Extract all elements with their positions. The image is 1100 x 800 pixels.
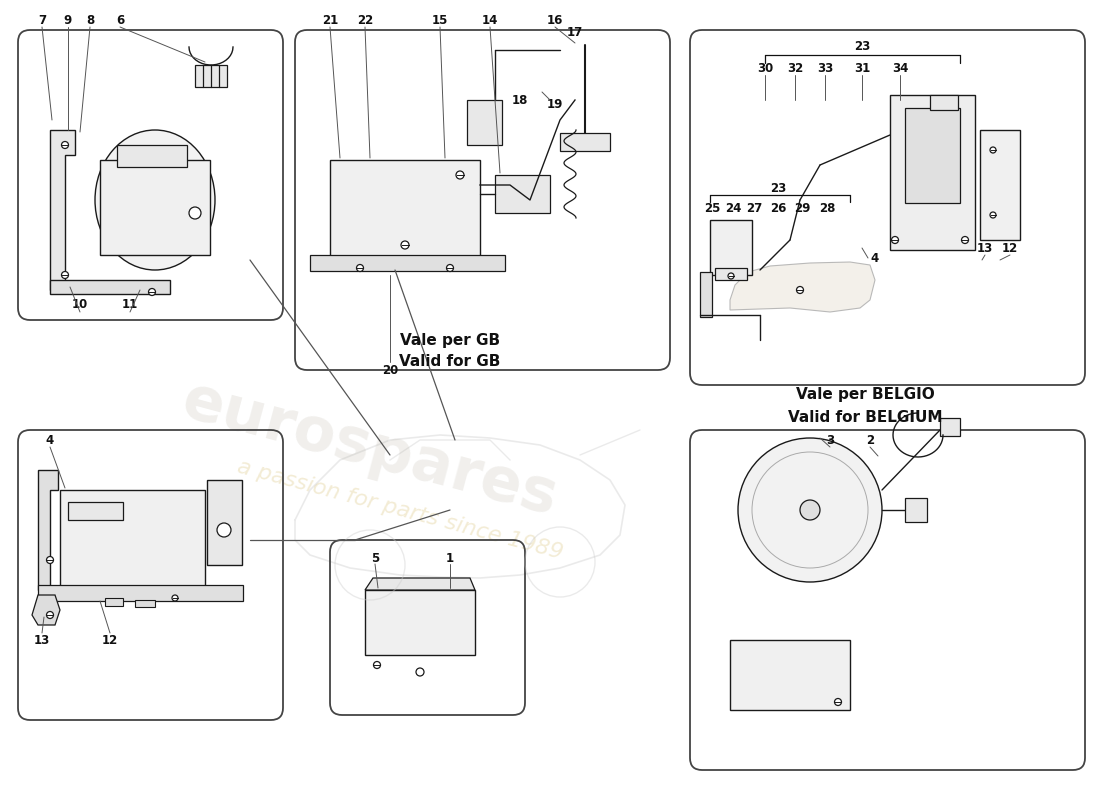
Text: 6: 6 (116, 14, 124, 26)
Bar (730, 640, 850, 710)
Text: 16: 16 (547, 14, 563, 26)
Text: 11: 11 (122, 298, 139, 311)
Text: 2: 2 (866, 434, 874, 446)
Text: 9: 9 (64, 14, 73, 26)
Text: 33: 33 (817, 62, 833, 74)
Circle shape (447, 265, 453, 271)
Circle shape (217, 523, 231, 537)
Circle shape (990, 212, 996, 218)
Bar (715, 268, 747, 280)
Circle shape (189, 207, 201, 219)
Text: 29: 29 (794, 202, 811, 214)
Circle shape (835, 698, 842, 706)
Bar (310, 255, 505, 271)
Bar (39, 585, 243, 601)
Text: 21: 21 (322, 14, 338, 26)
Circle shape (62, 271, 68, 278)
Text: 23: 23 (854, 41, 870, 54)
Circle shape (738, 438, 882, 582)
Text: 34: 34 (892, 62, 909, 74)
Text: 24: 24 (725, 202, 741, 214)
Circle shape (402, 241, 409, 249)
Text: 20: 20 (382, 363, 398, 377)
Bar (60, 490, 205, 590)
Circle shape (148, 289, 155, 295)
Bar (117, 145, 187, 167)
Text: 1: 1 (446, 551, 454, 565)
Circle shape (62, 142, 68, 149)
Circle shape (990, 147, 996, 153)
Bar (930, 95, 958, 110)
Text: eurospares: eurospares (176, 371, 564, 529)
Text: 23: 23 (770, 182, 786, 194)
Text: Vale per BELGIO: Vale per BELGIO (795, 387, 934, 402)
Text: 14: 14 (482, 14, 498, 26)
Text: 7: 7 (37, 14, 46, 26)
Bar (890, 95, 975, 250)
Circle shape (456, 171, 464, 179)
Bar (700, 272, 712, 317)
Text: 32: 32 (786, 62, 803, 74)
Polygon shape (365, 578, 475, 590)
Bar (195, 65, 227, 87)
Bar (330, 160, 480, 260)
Text: a passion for parts since 1989: a passion for parts since 1989 (235, 457, 565, 563)
Polygon shape (50, 130, 75, 290)
Bar (560, 133, 610, 151)
Text: 8: 8 (86, 14, 95, 26)
Text: Valid for GB: Valid for GB (399, 354, 501, 370)
Circle shape (374, 662, 381, 669)
Text: 4: 4 (46, 434, 54, 446)
Circle shape (796, 286, 803, 294)
Text: 4: 4 (871, 251, 879, 265)
Circle shape (416, 668, 424, 676)
Text: 12: 12 (102, 634, 118, 646)
Bar (104, 598, 123, 606)
Text: 15: 15 (432, 14, 448, 26)
Text: 3: 3 (826, 434, 834, 446)
Text: 12: 12 (1002, 242, 1019, 254)
Circle shape (172, 595, 178, 601)
Bar (980, 130, 1020, 240)
Bar (68, 502, 123, 520)
Text: 13: 13 (977, 242, 993, 254)
Polygon shape (730, 262, 875, 312)
Circle shape (961, 237, 968, 243)
Polygon shape (39, 470, 58, 590)
Circle shape (46, 611, 54, 618)
Text: Vale per GB: Vale per GB (400, 333, 500, 347)
Bar (365, 590, 475, 655)
Text: 31: 31 (854, 62, 870, 74)
Circle shape (356, 265, 363, 271)
Text: 22: 22 (356, 14, 373, 26)
Text: 28: 28 (818, 202, 835, 214)
Text: 13: 13 (34, 634, 51, 646)
Circle shape (891, 237, 899, 243)
Circle shape (46, 557, 54, 563)
Bar (50, 280, 170, 294)
Polygon shape (32, 595, 60, 625)
Text: 18: 18 (512, 94, 528, 106)
Bar (495, 175, 550, 213)
Text: 30: 30 (757, 62, 773, 74)
Bar (135, 600, 155, 607)
Circle shape (728, 273, 734, 279)
Text: Valid for BELGIUM: Valid for BELGIUM (788, 410, 943, 425)
Bar (100, 160, 210, 255)
Text: 19: 19 (547, 98, 563, 111)
Bar (905, 108, 960, 203)
Bar (905, 498, 927, 522)
Bar (710, 220, 752, 275)
Text: 10: 10 (72, 298, 88, 311)
Circle shape (800, 500, 820, 520)
Text: 26: 26 (770, 202, 786, 214)
Text: 27: 27 (746, 202, 762, 214)
Bar (468, 100, 502, 145)
Text: 17: 17 (566, 26, 583, 39)
Text: 25: 25 (704, 202, 720, 214)
Bar (940, 418, 960, 436)
Text: 5: 5 (371, 551, 380, 565)
Bar (207, 480, 242, 565)
Ellipse shape (95, 130, 214, 270)
